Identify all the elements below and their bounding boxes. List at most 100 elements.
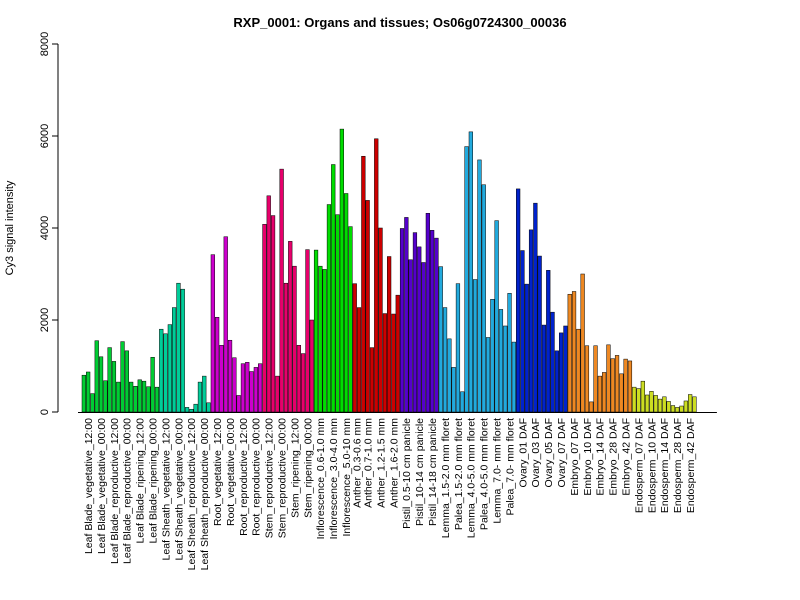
y-tick-label: 8000 <box>39 32 51 56</box>
bar <box>580 273 585 413</box>
bar <box>309 319 314 413</box>
bar <box>266 195 271 413</box>
bar <box>391 313 396 413</box>
bar <box>442 307 448 413</box>
bar <box>559 332 564 413</box>
x-category-label: Anther_0.3-0.6 mm <box>352 418 364 508</box>
bar <box>490 299 495 413</box>
bar <box>614 355 620 413</box>
bar <box>425 213 430 413</box>
bar <box>305 249 310 413</box>
bar <box>133 385 138 413</box>
x-axis-labels: Leaf Blade_vegetative_12:00 Leaf Blade_ve… <box>83 418 697 571</box>
bar <box>318 265 323 413</box>
bar <box>675 407 680 413</box>
bar <box>649 391 654 413</box>
bar <box>120 341 125 413</box>
bar <box>417 246 422 413</box>
bar <box>180 288 185 413</box>
y-axis-label: Cy3 signal intensity <box>4 180 16 275</box>
x-category-label: Leaf Blade_vegetative_12:00 <box>83 418 95 554</box>
x-category-label: Ovary_07 DAF <box>556 418 568 487</box>
bar <box>236 395 241 413</box>
bar <box>662 396 667 413</box>
bar <box>331 164 336 413</box>
bar <box>335 214 340 413</box>
bar <box>141 380 147 413</box>
bar <box>636 388 641 413</box>
bar <box>90 393 95 413</box>
bar <box>430 230 435 413</box>
bar <box>438 266 443 413</box>
bar <box>111 361 117 413</box>
bar <box>292 265 297 413</box>
bar <box>619 373 624 413</box>
bar <box>666 401 671 413</box>
x-category-label: Stem_ripening_00:00 <box>302 418 314 518</box>
bar <box>606 344 611 413</box>
x-category-label: Pistil_10-14 cm panicle <box>414 418 426 526</box>
bar <box>215 316 220 413</box>
y-tick-label: 0 <box>39 409 51 415</box>
bar <box>270 215 276 413</box>
bar <box>670 405 676 413</box>
bar <box>485 337 491 413</box>
x-category-label: Pistil_0.5-10 cm panicle <box>401 418 413 529</box>
bar <box>524 283 529 413</box>
bar <box>460 391 465 413</box>
x-category-label: Leaf Sheath_vegetative_12:00 <box>160 418 172 561</box>
bar <box>202 375 207 413</box>
bar <box>232 357 237 413</box>
x-category-label: Anther_0.7-1.0 mm <box>362 418 374 508</box>
bar <box>352 283 357 413</box>
bar <box>528 229 534 413</box>
bar <box>103 380 108 413</box>
x-category-label: Leaf Sheath_reproductive_00:00 <box>199 418 211 571</box>
x-category-label: Stem_reproductive_12:00 <box>264 418 276 538</box>
bar <box>550 311 555 413</box>
bar <box>692 396 697 413</box>
x-category-label: Lemma_4.0-5.0 mm floret <box>466 418 478 538</box>
bar <box>146 386 151 413</box>
bar <box>408 259 413 413</box>
bar <box>184 407 190 413</box>
bar <box>610 358 615 413</box>
x-category-label: Endosperm_10 DAF <box>646 418 658 513</box>
bar <box>679 405 684 413</box>
bar <box>107 347 112 413</box>
x-category-label: Endosperm_42 DAF <box>685 418 697 513</box>
bar <box>567 293 572 413</box>
x-category-label: Leaf Sheath_reproductive_12:00 <box>186 418 198 571</box>
bar <box>593 345 598 413</box>
bar <box>683 400 688 413</box>
x-category-label: Palea_1.5-2.0 mm floret <box>453 418 465 530</box>
bar <box>245 362 250 413</box>
x-category-label: Leaf Blade_reproductive_12:00 <box>109 418 121 564</box>
bar <box>137 379 142 413</box>
bar <box>253 367 258 413</box>
bar <box>404 217 409 413</box>
bar <box>473 279 478 413</box>
bar <box>576 328 581 413</box>
x-category-label: Leaf Blade_ripening_12:00 <box>135 418 147 544</box>
bar <box>206 402 211 413</box>
x-category-label: Ovary_05 DAF <box>543 418 555 487</box>
x-category-label: Inflorescence_5.0-10 mm <box>341 418 353 537</box>
bar <box>197 381 203 413</box>
x-category-label: Lemma_7.0- mm floret <box>491 418 503 524</box>
bar <box>455 283 461 413</box>
bar <box>589 401 594 413</box>
bar <box>494 220 499 413</box>
bar <box>602 372 607 413</box>
bar <box>288 241 293 413</box>
bar <box>468 131 473 413</box>
bar <box>227 339 233 413</box>
bar <box>541 324 547 413</box>
bar <box>176 282 181 413</box>
bar <box>344 193 349 413</box>
bar <box>275 375 280 413</box>
x-category-label: Endosperm_07 DAF <box>633 418 645 513</box>
bar <box>365 200 370 413</box>
x-category-label: Ovary_03 DAF <box>530 418 542 487</box>
bar <box>632 386 637 413</box>
